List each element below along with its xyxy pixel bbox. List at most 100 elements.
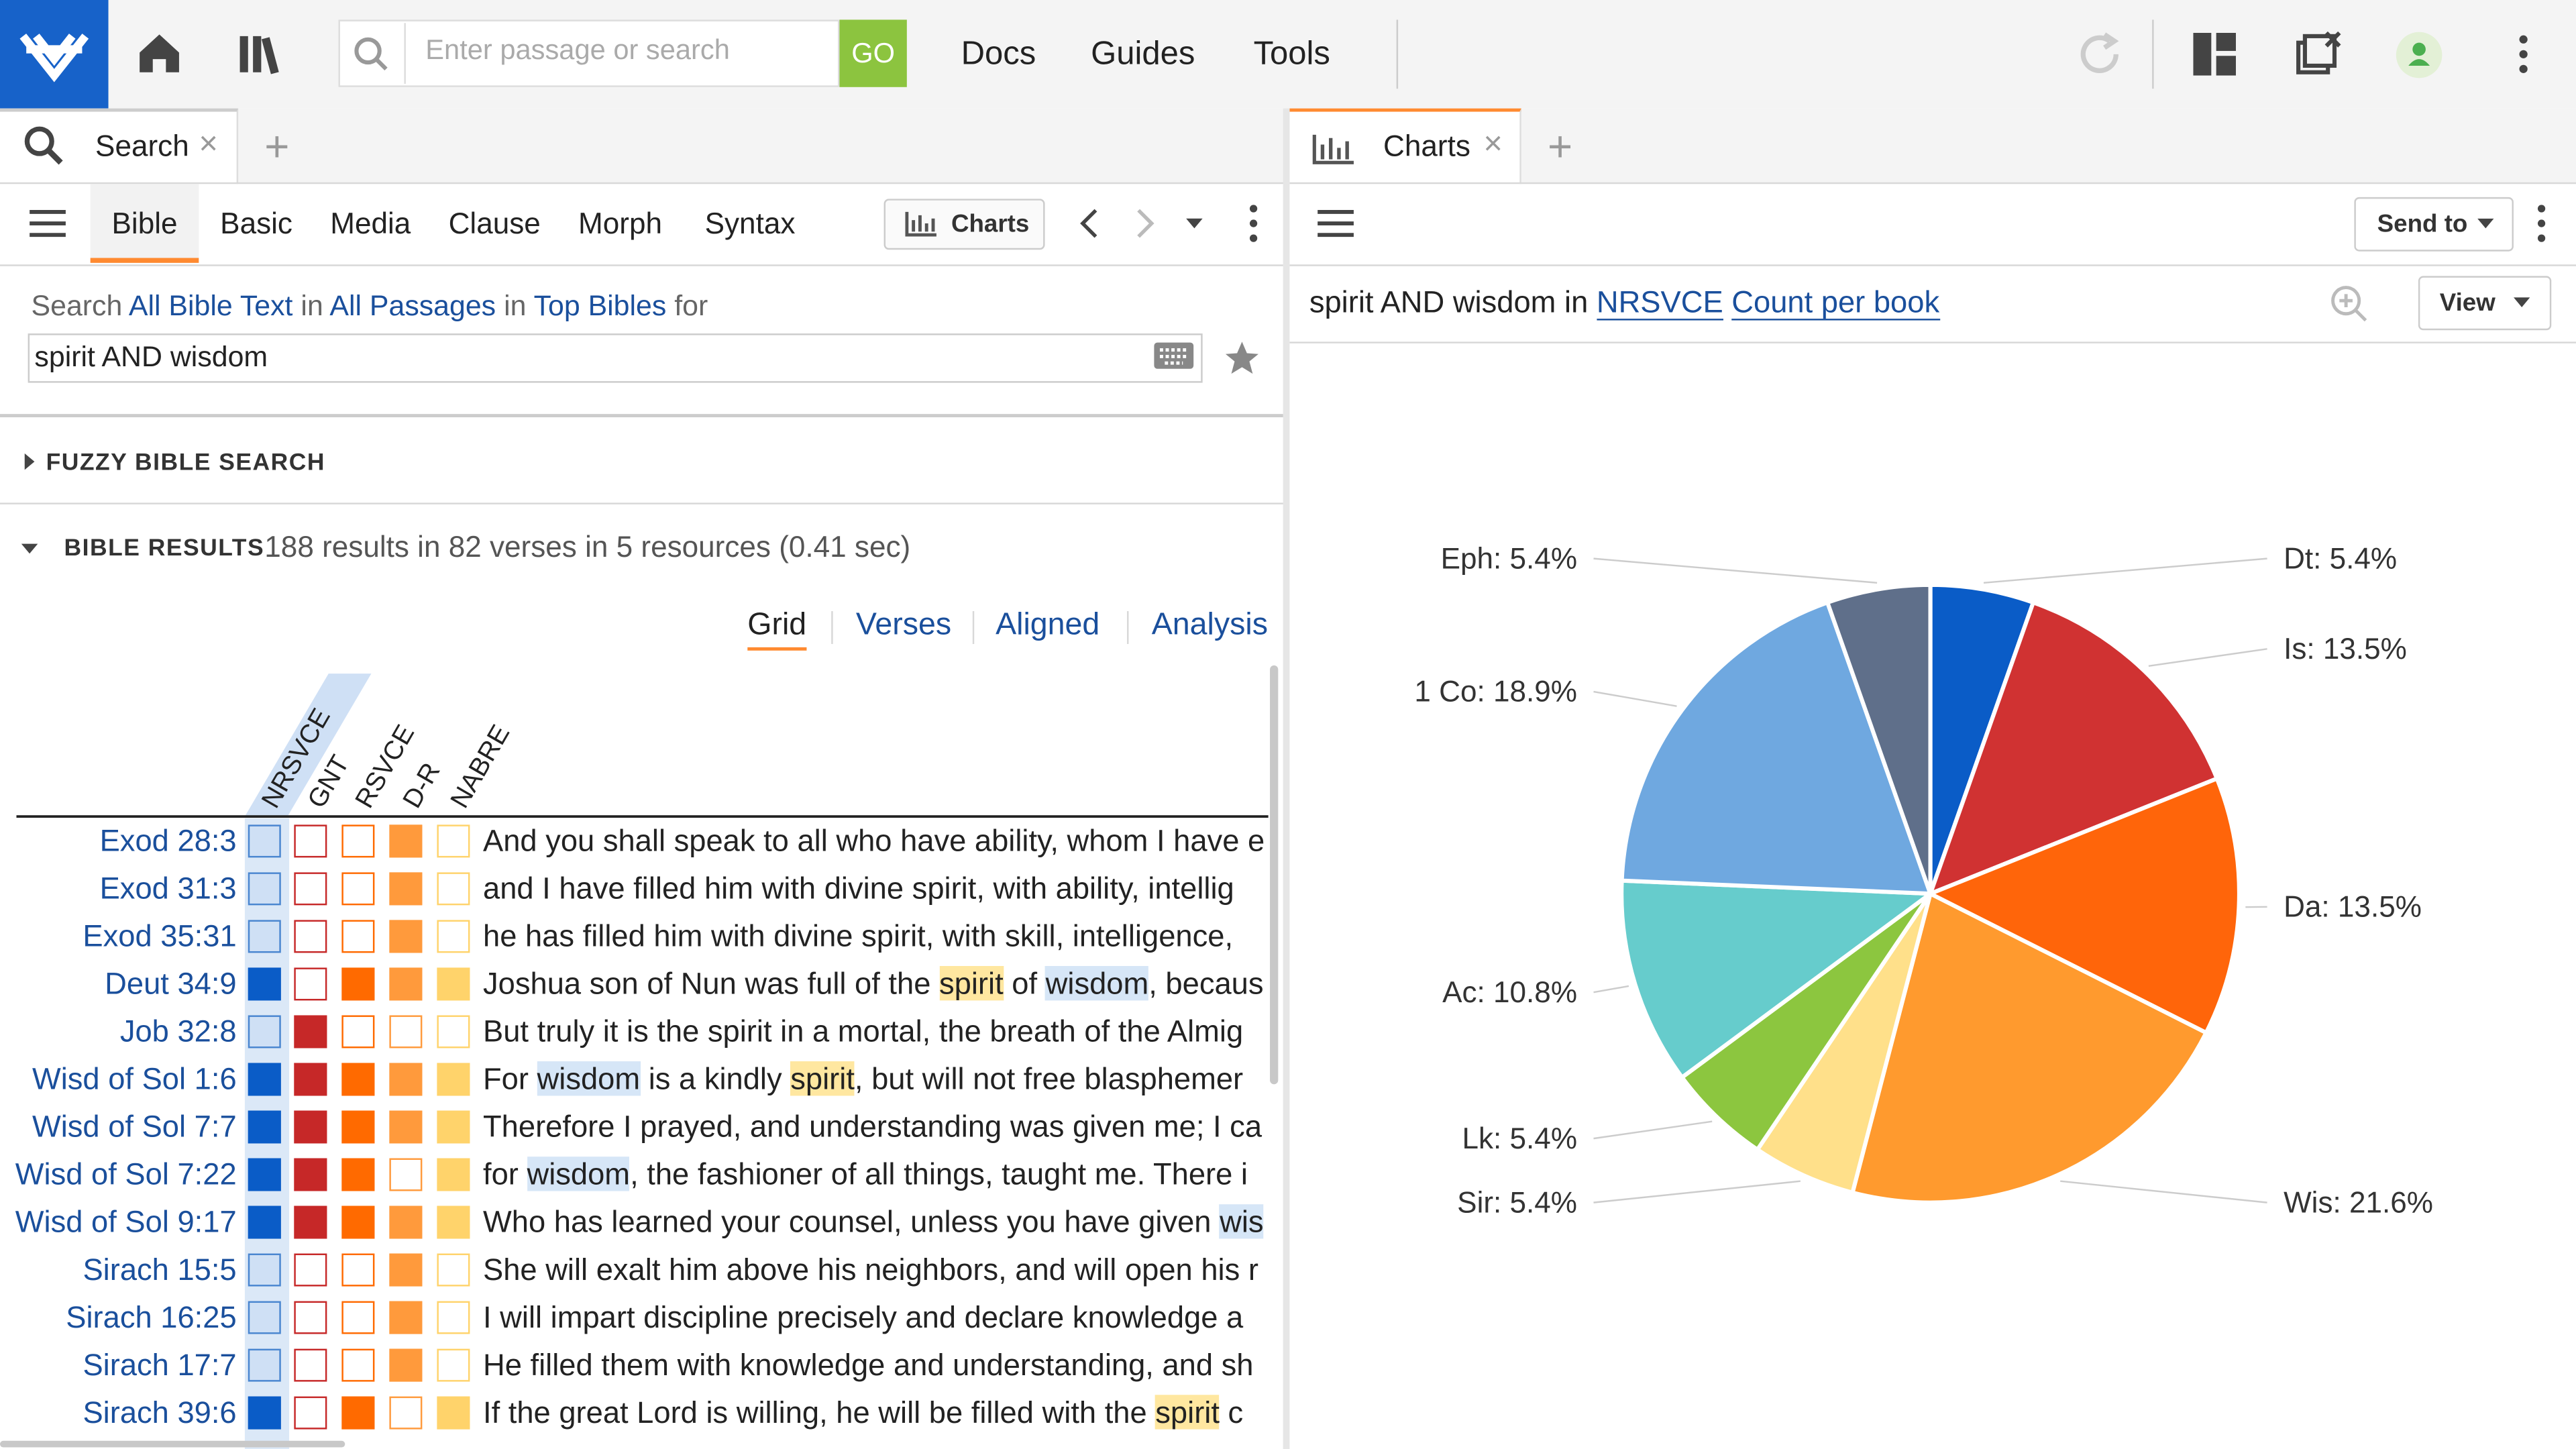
- scope-link[interactable]: Top Bibles: [533, 289, 667, 323]
- go-button[interactable]: GO: [839, 19, 907, 87]
- scope-text: Search: [31, 289, 123, 323]
- miss-cell: [437, 872, 470, 906]
- text-segment: If the great Lord is willing, he will be…: [483, 1395, 1156, 1430]
- leader-line: [2148, 648, 2267, 667]
- scrollbar[interactable]: [0, 1440, 345, 1448]
- verse-reference[interactable]: Job 32:8: [119, 1014, 237, 1049]
- verse-reference[interactable]: Sirach 15:5: [83, 1252, 237, 1287]
- scope-link[interactable]: All Passages: [329, 289, 496, 323]
- more-icon[interactable]: [1245, 204, 1261, 244]
- verse-reference[interactable]: Wisd of Sol 9:17: [15, 1204, 237, 1239]
- slice-label: Wis: 21.6%: [2284, 1186, 2433, 1219]
- verse-reference[interactable]: Sirach 17:7: [83, 1347, 237, 1382]
- divider: [2152, 19, 2154, 89]
- query-input[interactable]: [28, 333, 1203, 383]
- verse-reference[interactable]: Exod 28:3: [99, 822, 237, 858]
- miss-cell: [437, 824, 470, 858]
- search-type[interactable]: Media: [330, 207, 411, 240]
- forward-icon[interactable]: [1134, 207, 1157, 240]
- hit-cell: [341, 1396, 375, 1430]
- logo[interactable]: [0, 0, 109, 109]
- hit-cell: [294, 1110, 327, 1144]
- charts-tab[interactable]: [1289, 108, 1521, 184]
- chart-kind-link[interactable]: Count per book: [1731, 284, 1940, 321]
- tab-close[interactable]: ×: [1483, 126, 1503, 163]
- tab-label: Search: [95, 129, 189, 163]
- new-tab[interactable]: +: [1547, 121, 1573, 171]
- leader-line: [1593, 557, 1878, 584]
- zoom-icon[interactable]: [2330, 284, 2369, 324]
- search-type[interactable]: Syntax: [704, 207, 796, 240]
- verse-reference[interactable]: Wisd of Sol 7:7: [32, 1109, 237, 1144]
- sync-icon[interactable]: [2077, 32, 2123, 78]
- miss-cell: [294, 1253, 327, 1287]
- query-text: spirit AND wisdom: [34, 339, 268, 373]
- verse-reference[interactable]: Exod 31:3: [99, 870, 237, 906]
- menu-icon[interactable]: [1318, 209, 1354, 238]
- verse-text: he has filled him with divine spirit, wi…: [483, 918, 1269, 955]
- miss-cell: [248, 1301, 281, 1334]
- highlight: wisdom: [1045, 966, 1149, 1001]
- tab-close[interactable]: ×: [199, 126, 218, 163]
- highlight: wisdom: [527, 1157, 631, 1191]
- keyboard-icon[interactable]: [1153, 341, 1194, 370]
- view-tab[interactable]: Analysis: [1151, 608, 1269, 643]
- resource-link[interactable]: NRSVCE: [1596, 284, 1723, 321]
- verse-text: And you shall speak to all who have abil…: [483, 823, 1269, 859]
- verse-reference[interactable]: Deut 34:9: [105, 966, 237, 1001]
- search-type[interactable]: Basic: [220, 207, 292, 240]
- expand-icon[interactable]: [23, 451, 36, 471]
- scrollbar[interactable]: [1270, 665, 1279, 1085]
- user-icon[interactable]: [2396, 32, 2443, 79]
- miss-cell: [294, 920, 327, 953]
- verse-reference[interactable]: Wisd of Sol 7:22: [15, 1157, 237, 1191]
- search-scope: Search All Bible Text in All Passages in…: [32, 289, 708, 323]
- more-icon[interactable]: [2515, 34, 2531, 77]
- favorite-icon[interactable]: [1224, 340, 1260, 376]
- search-type[interactable]: Bible: [111, 207, 178, 240]
- miss-cell: [437, 1348, 470, 1382]
- verse-reference[interactable]: Wisd of Sol 1:6: [32, 1061, 237, 1096]
- menu-item[interactable]: Docs: [961, 36, 1036, 72]
- charts-button-icon: [905, 211, 936, 237]
- close-panels-icon[interactable]: [2294, 30, 2343, 78]
- more-icon[interactable]: [2533, 204, 2549, 244]
- search-tab[interactable]: [0, 108, 239, 184]
- hit-cell: [389, 1253, 423, 1287]
- view-tab[interactable]: Verses: [855, 608, 952, 643]
- charts-button[interactable]: [883, 199, 1045, 250]
- search-tab-icon: [24, 126, 63, 165]
- menu-item[interactable]: Guides: [1091, 36, 1195, 72]
- hit-cell: [389, 872, 423, 906]
- library-icon[interactable]: [239, 33, 289, 76]
- verse-reference[interactable]: Sirach 16:25: [66, 1299, 237, 1334]
- history-icon[interactable]: [1185, 217, 1204, 230]
- view-tab[interactable]: Aligned: [996, 608, 1100, 643]
- home-icon[interactable]: [136, 30, 182, 76]
- view-tab[interactable]: Grid: [747, 608, 807, 651]
- search-type[interactable]: Clause: [448, 207, 541, 240]
- section-heading[interactable]: BIBLE RESULTS: [64, 535, 265, 562]
- text-segment: Who has learned your counsel, unless you…: [483, 1204, 1220, 1239]
- scope-link[interactable]: All Bible Text: [128, 289, 293, 323]
- miss-cell: [437, 1253, 470, 1287]
- view-button[interactable]: [2418, 276, 2552, 331]
- menu-item[interactable]: Tools: [1253, 36, 1330, 72]
- send-to-button[interactable]: [2354, 197, 2514, 252]
- verse-reference[interactable]: Sirach 39:6: [83, 1395, 237, 1430]
- menu-icon[interactable]: [30, 209, 66, 238]
- search-type[interactable]: Morph: [578, 207, 663, 240]
- hit-cell: [389, 824, 423, 858]
- miss-cell: [389, 1015, 423, 1049]
- miss-cell: [248, 1348, 281, 1382]
- collapse-icon[interactable]: [19, 542, 39, 555]
- search-box[interactable]: [338, 19, 840, 87]
- section-heading[interactable]: FUZZY BIBLE SEARCH: [46, 450, 326, 477]
- verse-reference[interactable]: Exod 35:31: [83, 918, 237, 953]
- result-row: Deut 34:9 Joshua son of Nun was full of t…: [0, 963, 1269, 1010]
- layout-icon[interactable]: [2193, 32, 2237, 76]
- result-row: Sirach 39:6 If the great Lord is willing,…: [0, 1391, 1269, 1439]
- back-icon[interactable]: [1078, 207, 1101, 240]
- new-tab[interactable]: +: [264, 121, 290, 171]
- verse-text: She will exalt him above his neighbors, …: [483, 1252, 1269, 1288]
